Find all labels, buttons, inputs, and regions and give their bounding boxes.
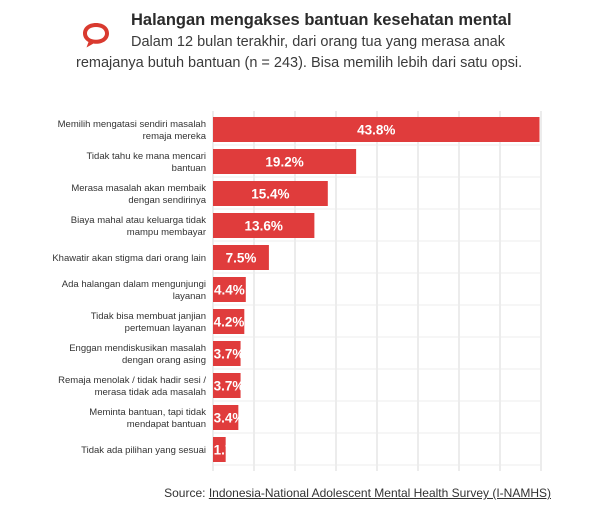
category-label: Tidak ada pilihan yang sesuai [81,445,206,456]
value-label: 4.2% [214,315,245,330]
category-label: Remaja menolak / tidak hadir sesi / [58,375,206,386]
category-label: dengan orang asing [122,355,206,366]
category-label: dengan sendirinya [128,195,206,206]
bar-chart: Memilih mengatasi sendiri masalahremaja … [52,111,542,471]
category-label: mendapat bantuan [127,419,206,430]
source-link[interactable]: Indonesia-National Adolescent Mental Hea… [208,486,551,500]
bar [213,341,241,366]
category-label: remaja mereka [143,131,207,142]
bar [213,277,246,302]
value-label: 3.4% [214,411,245,426]
source-note: Source: Indonesia-National Adolescent Me… [0,486,551,500]
category-label: mampu membayar [127,227,206,238]
bar [213,213,315,238]
value-label: 3.7% [214,379,245,394]
category-label: layanan [173,291,206,302]
value-label: 3.7% [214,347,245,362]
bar [213,149,357,174]
category-label: Merasa masalah akan membaik [71,183,206,194]
category-label: Biaya mahal atau keluarga tidak [71,215,206,226]
source-prefix: Source: [164,486,209,500]
category-label: Memilih mengatasi sendiri masalah [58,119,206,130]
chart-subtitle: Dalam 12 bulan terakhir, dari orang tua … [76,34,523,71]
category-label: merasa tidak ada masalah [95,387,206,398]
bar [213,373,241,398]
bar [213,405,239,430]
value-label: 13.6% [245,219,283,234]
bar [213,181,328,206]
value-label: 7.5% [226,251,257,266]
value-label: 1.7% [214,443,245,458]
category-label: Meminta bantuan, tapi tidak [89,407,206,418]
value-label: 4.4% [214,283,245,298]
value-label: 19.2% [265,155,303,170]
category-label: Tidak bisa membuat janjian [91,311,206,322]
value-label: 43.8% [357,123,395,138]
category-label: bantuan [172,163,206,174]
bar [213,437,226,462]
bar [213,309,245,334]
speech-bubble-logo-icon [83,23,109,48]
chart-title: Halangan mengakses bantuan kesehatan men… [131,11,512,29]
bar [213,117,540,142]
category-label: Khawatir akan stigma dari orang lain [52,253,206,264]
bar [213,245,269,270]
category-label: Ada halangan dalam mengunjungi [62,279,206,290]
category-label: pertemuan layanan [125,323,206,334]
value-label: 15.4% [251,187,289,202]
category-label: Enggan mendiskusikan masalah [69,343,206,354]
chart-header: Halangan mengakses bantuan kesehatan men… [0,0,600,100]
category-label: Tidak tahu ke mana mencari [86,151,206,162]
